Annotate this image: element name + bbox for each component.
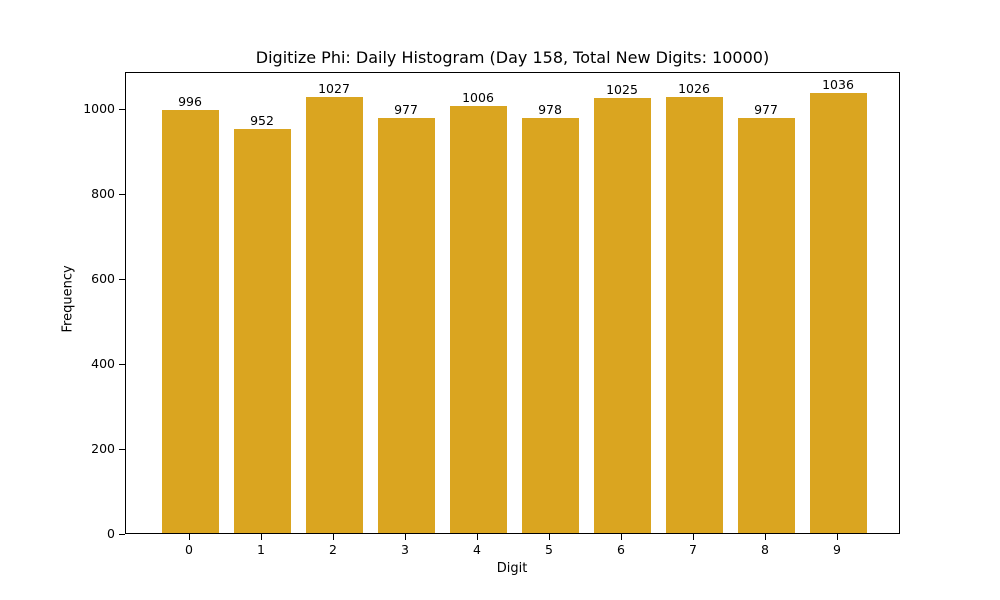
y-axis-title: Frequency — [60, 265, 76, 333]
x-tick-label: 9 — [833, 542, 841, 557]
y-tick — [119, 449, 125, 451]
x-tick-label: 4 — [473, 542, 481, 557]
bar-digit-7 — [665, 97, 723, 533]
y-tick — [119, 279, 125, 281]
bar-value-label: 1027 — [318, 80, 350, 96]
x-tick-label: 8 — [761, 542, 769, 557]
bar-digit-5 — [521, 117, 579, 533]
y-tick — [119, 364, 125, 366]
bar-digit-0 — [161, 110, 219, 533]
x-tick — [693, 534, 694, 540]
x-tick — [549, 534, 550, 540]
x-tick-label: 3 — [401, 542, 409, 557]
bar-value-label: 977 — [394, 102, 418, 118]
x-tick-label: 1 — [257, 542, 265, 557]
y-tick — [119, 534, 125, 535]
bar-value-label: 1036 — [822, 77, 854, 93]
bar-value-label: 952 — [250, 112, 274, 128]
x-tick-label: 6 — [617, 542, 625, 557]
x-tick — [261, 534, 262, 540]
bar-value-label: 1006 — [462, 89, 494, 105]
bar-digit-4 — [449, 105, 507, 533]
bar-value-label: 1025 — [606, 81, 638, 97]
x-tick — [765, 534, 766, 540]
y-tick-label: 400 — [91, 356, 115, 372]
y-tick — [119, 194, 125, 196]
bar-value-label: 978 — [538, 101, 562, 117]
y-tick-label: 600 — [91, 271, 115, 287]
bar-digit-1 — [233, 128, 291, 533]
y-tick-label: 0 — [107, 526, 115, 541]
chart-title: Digitize Phi: Daily Histogram (Day 158, … — [255, 48, 770, 67]
x-tick-label: 0 — [185, 542, 193, 557]
bar-value-label: 1026 — [678, 81, 710, 97]
x-axis-title: Digit — [496, 561, 528, 576]
bar-value-label: 996 — [178, 94, 202, 110]
bar-digit-8 — [737, 118, 795, 533]
x-tick-label: 5 — [545, 542, 553, 557]
bar-digit-2 — [305, 96, 363, 533]
x-tick — [333, 534, 334, 540]
bar-digit-6 — [593, 97, 651, 533]
x-tick — [621, 534, 622, 540]
x-tick — [837, 534, 838, 540]
plot-area: 996 952 1027 977 1006 978 1025 1026 977 1036 — [125, 72, 900, 534]
x-tick-label: 2 — [329, 542, 337, 557]
bar-digit-3 — [377, 118, 435, 533]
y-tick-label: 800 — [91, 186, 115, 202]
y-tick — [119, 109, 125, 111]
x-tick-label: 7 — [689, 542, 697, 557]
x-tick — [189, 534, 190, 540]
bar-digit-9 — [809, 93, 867, 533]
bar-value-label: 977 — [754, 102, 778, 118]
y-tick-label: 200 — [91, 441, 115, 457]
x-tick — [477, 534, 478, 540]
y-tick-label: 1000 — [83, 101, 115, 117]
x-tick — [405, 534, 406, 540]
